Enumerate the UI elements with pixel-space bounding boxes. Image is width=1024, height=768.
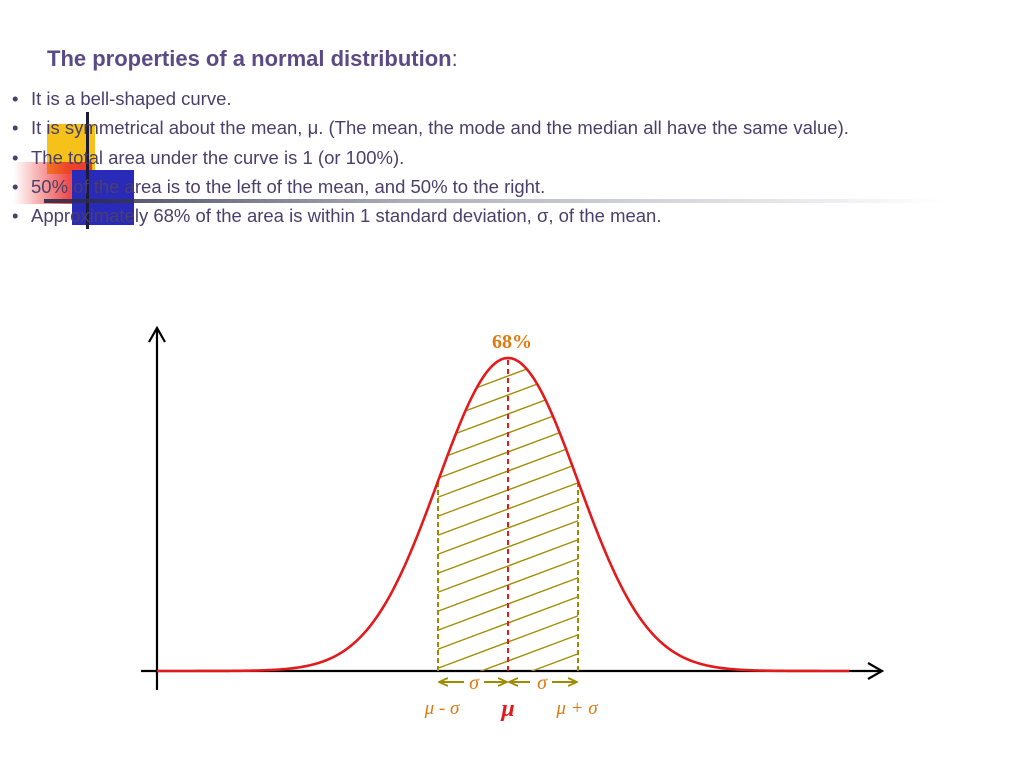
sigma-right-label: σ: [537, 672, 548, 694]
slide-title-text: The properties of a normal distribution: [47, 46, 452, 71]
mu-label: μ: [499, 696, 514, 722]
hatch-line: [433, 253, 583, 309]
hatch-line: [433, 272, 583, 328]
bullet-text: Approximately 68% of the area is within …: [31, 205, 662, 227]
area-label: 68%: [492, 331, 532, 353]
bullet-item: Approximately 68% of the area is within …: [12, 203, 849, 232]
bell-curve: [157, 356, 849, 673]
bullet-text: The total area under the curve is 1 (or …: [31, 146, 405, 168]
bullet-text: 50% of the area is to the left of the me…: [31, 175, 546, 197]
mu-plus-sigma-label: μ + σ: [555, 698, 598, 719]
bullet-text: It is symmetrical about the mean, μ. (Th…: [31, 117, 849, 139]
slide-title: The properties of a normal distribution:: [47, 46, 458, 72]
hatch-line: [433, 234, 583, 290]
hatch-line: [438, 499, 578, 557]
hatch-line: [438, 651, 578, 671]
bullet-item: It is a bell-shaped curve.: [12, 86, 849, 115]
x-axis-arrowhead: [867, 662, 885, 680]
mu-minus-sigma-label: μ - σ: [424, 698, 460, 719]
hatch-line: [438, 518, 578, 576]
bullet-list: It is a bell-shaped curve. It is symmetr…: [12, 86, 849, 232]
slide-title-colon: :: [451, 46, 458, 71]
bullet-item: 50% of the area is to the left of the me…: [12, 174, 849, 203]
bullet-text: It is a bell-shaped curve.: [31, 88, 232, 109]
bullet-item: It is symmetrical about the mean, μ. (Th…: [12, 115, 849, 144]
y-axis-arrowhead: [148, 325, 166, 343]
sigma-left-label: σ: [469, 672, 480, 694]
hatch-line: [438, 537, 578, 595]
bullet-item: The total area under the curve is 1 (or …: [12, 145, 849, 174]
